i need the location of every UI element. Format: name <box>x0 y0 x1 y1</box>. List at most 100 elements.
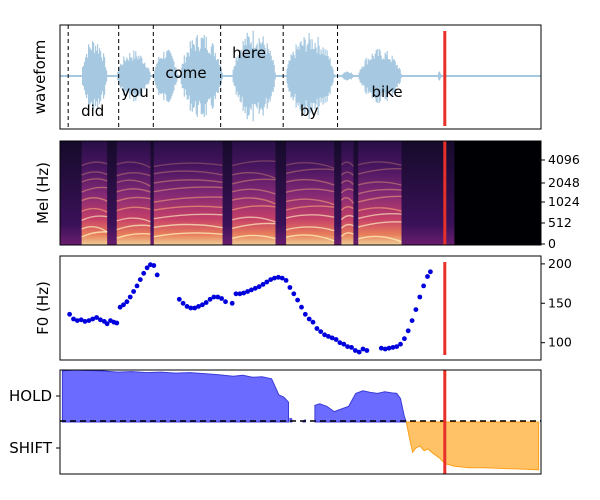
f0-point-39 <box>229 300 235 306</box>
f0-scatter-points <box>67 262 433 355</box>
f0-point-60 <box>310 319 316 325</box>
mel-harmonic-3-5 <box>232 188 276 195</box>
f0-point-6 <box>90 316 96 322</box>
f0-point-16 <box>124 299 130 305</box>
f0-point-44 <box>249 287 254 293</box>
f0-point-77 <box>386 345 392 351</box>
mel-harmonic-2-1 <box>153 223 223 229</box>
shift-category-label: SHIFT <box>9 439 53 457</box>
mel-harmonic-4-3 <box>285 205 335 211</box>
mel-harmonic-3-2 <box>232 216 276 223</box>
hold-category-label: HOLD <box>9 387 52 405</box>
f0-point-2 <box>74 318 80 323</box>
mel-harmonic-0-5 <box>81 186 108 193</box>
waveform-segment-0 <box>82 41 108 111</box>
f0-point-10 <box>104 321 110 327</box>
mel-harmonic-6-7 <box>358 168 402 175</box>
mel-harmonic-4-2 <box>285 214 335 219</box>
mel-voiced-region-2 <box>153 141 223 245</box>
mel-harmonic-3-0 <box>232 234 276 240</box>
mel-harmonic-4-5 <box>285 188 335 193</box>
f0-point-46 <box>256 284 262 290</box>
mel-voiced-region-3 <box>232 141 276 245</box>
mel-harmonic-6-5 <box>358 188 402 195</box>
f0-point-59 <box>306 316 312 322</box>
f0-point-15 <box>121 302 126 308</box>
f0-point-31 <box>196 304 201 309</box>
f0-point-55 <box>291 291 297 297</box>
mel-harmonic-6-0 <box>358 235 402 243</box>
mel-harmonic-3-7 <box>232 171 276 179</box>
f0-point-70 <box>349 345 354 350</box>
word-label-bike: bike <box>372 83 403 101</box>
f0-point-74 <box>364 348 370 353</box>
f0-point-35 <box>211 294 217 300</box>
mel-harmonic-1-5 <box>116 188 151 193</box>
f0-panel: 100 150 200 F0 (Hz) <box>34 255 572 361</box>
mel-harmonic-0-0 <box>81 231 108 238</box>
mel-ytick-0: 0 <box>548 236 556 251</box>
waveform-segment-3 <box>180 35 223 117</box>
f0-point-45 <box>252 285 258 291</box>
f0-point-19 <box>134 283 140 289</box>
f0-point-24 <box>151 263 157 268</box>
f0-point-84 <box>413 307 419 312</box>
mel-harmonic-2-2 <box>153 213 223 220</box>
f0-point-17 <box>127 294 133 300</box>
hold-area-0 <box>61 369 289 423</box>
mel-ytick-4096: 4096 <box>548 152 580 167</box>
f0-point-43 <box>245 289 251 294</box>
mel-harmonic-6-2 <box>358 213 402 220</box>
mel-harmonic-1-4 <box>116 196 151 202</box>
word-label-here: here <box>232 44 266 62</box>
f0-point-0 <box>67 311 72 317</box>
mel-harmonic-1-3 <box>116 206 151 212</box>
f0-point-56 <box>295 297 300 303</box>
f0-point-7 <box>94 315 99 320</box>
mel-harmonic-3-8 <box>232 160 276 167</box>
f0-ytick-100: 100 <box>548 335 572 350</box>
f0-point-22 <box>144 265 150 271</box>
mel-yticks: 4096 2048 1024 512 0 <box>541 152 580 251</box>
f0-point-1 <box>71 316 76 322</box>
f0-point-21 <box>141 270 147 276</box>
f0-point-61 <box>314 326 320 331</box>
waveform-segment-2 <box>154 49 179 103</box>
mel-harmonic-2-6 <box>153 179 223 184</box>
mel-harmonic-6-4 <box>358 195 402 203</box>
f0-point-71 <box>352 348 358 353</box>
f0-point-73 <box>360 346 366 352</box>
f0-point-64 <box>326 334 331 339</box>
f0-point-27 <box>180 300 186 306</box>
f0-ytick-200: 200 <box>548 256 572 271</box>
f0-point-82 <box>405 328 411 334</box>
mel-harmonic-0-2 <box>81 215 108 221</box>
turn-probability-areas <box>61 369 540 471</box>
mel-voiced-region-5 <box>341 141 354 245</box>
f0-point-30 <box>192 305 198 311</box>
mel-harmonic-6-3 <box>358 207 402 212</box>
waveform-segment-5 <box>286 33 335 119</box>
mel-harmonics <box>81 160 402 243</box>
f0-point-25 <box>154 272 160 278</box>
mel-harmonic-5-0 <box>340 232 354 237</box>
f0-point-49 <box>268 277 274 282</box>
f0-point-42 <box>241 290 247 296</box>
waveform-segment-6 <box>341 71 354 81</box>
mel-harmonic-3-4 <box>232 197 276 205</box>
f0-point-81 <box>402 336 407 342</box>
mel-harmonic-1-8 <box>116 161 151 169</box>
f0-point-34 <box>207 296 213 302</box>
mel-harmonic-2-0 <box>153 232 223 238</box>
mel-harmonic-2-3 <box>153 205 223 211</box>
f0-point-87 <box>425 274 430 279</box>
mel-voiced-region-1 <box>116 141 151 245</box>
mel-harmonic-6-1 <box>358 221 402 228</box>
mel-harmonic-2-8 <box>153 162 223 168</box>
f0-point-18 <box>131 289 137 294</box>
f0-point-88 <box>428 269 433 275</box>
turn-panel: HOLD SHIFT <box>9 369 542 475</box>
f0-point-51 <box>276 274 281 280</box>
